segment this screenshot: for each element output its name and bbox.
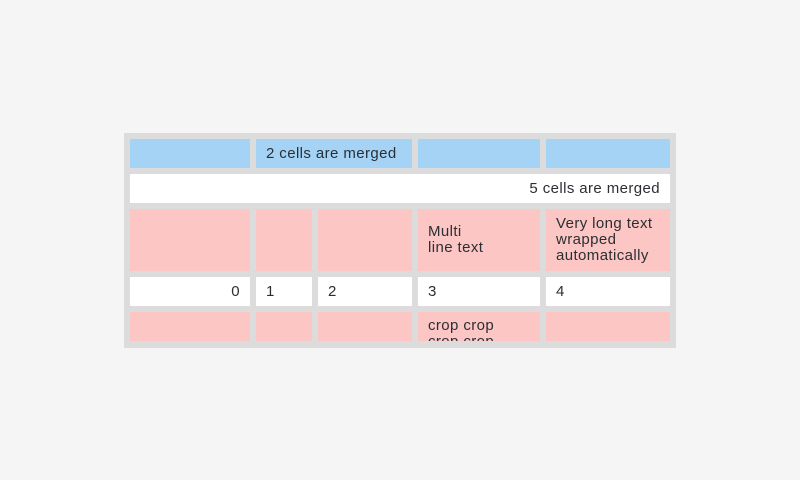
cell-text: 2 — [328, 282, 337, 300]
table-cell-r3c0[interactable]: 0 — [130, 277, 250, 306]
table-cell-r4c3-cropped[interactable]: crop crop crop crop — [418, 312, 540, 341]
table-cell-r4c1[interactable] — [256, 312, 312, 341]
table-cell-r3c1[interactable]: 1 — [256, 277, 312, 306]
cell-text: Very long text wrapped automatically — [556, 215, 653, 264]
table-cell-r3c2[interactable]: 2 — [318, 277, 412, 306]
table-widget: 2 cells are merged 5 cells are merged Mu… — [124, 133, 676, 348]
table-cell-r1c0-merged-5[interactable]: 5 cells are merged — [130, 174, 670, 203]
table-cell-r0c1-merged-2[interactable]: 2 cells are merged — [256, 139, 412, 168]
table-cell-r4c2[interactable] — [318, 312, 412, 341]
cell-text: 4 — [556, 282, 565, 300]
table-cell-r2c1[interactable] — [256, 209, 312, 271]
table-cell-r2c0[interactable] — [130, 209, 250, 271]
table-cell-r4c0[interactable] — [130, 312, 250, 341]
table-cell-r0c4[interactable] — [546, 139, 670, 168]
cell-text: 1 — [266, 282, 275, 300]
cell-text: 5 cells are merged — [529, 179, 660, 197]
cell-text: crop crop crop crop — [428, 317, 495, 342]
table-cell-r2c4-wrapped[interactable]: Very long text wrapped automatically — [546, 209, 670, 271]
cell-text: 3 — [428, 282, 437, 300]
table-cell-r0c0[interactable] — [130, 139, 250, 168]
table-cell-r2c3-multiline[interactable]: Multi line text — [418, 209, 540, 271]
table-cell-r2c2[interactable] — [318, 209, 412, 271]
cell-text: Multi line text — [428, 223, 484, 256]
table-cell-r0c3[interactable] — [418, 139, 540, 168]
cell-text: 0 — [231, 282, 240, 300]
table-cell-r3c4[interactable]: 4 — [546, 277, 670, 306]
table-cell-r4c4[interactable] — [546, 312, 670, 341]
cell-text: 2 cells are merged — [266, 144, 397, 162]
table-cell-r3c3[interactable]: 3 — [418, 277, 540, 306]
